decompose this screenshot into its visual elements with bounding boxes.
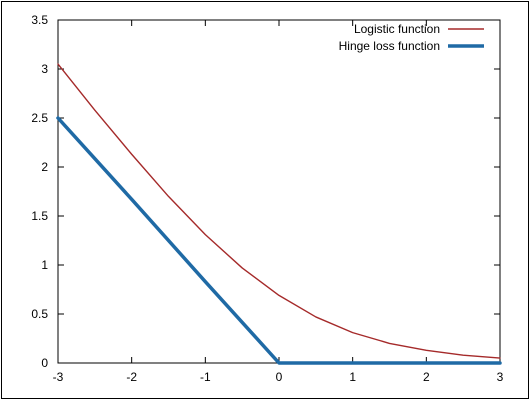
x-tick-label: -2 (126, 370, 137, 384)
axes: -3 -2 -1 0 1 2 3 0 0.5 1 1.5 2 2.5 3 3.5 (31, 13, 503, 384)
y-tick-label: 1.5 (31, 209, 48, 223)
x-tick-label: -1 (200, 370, 211, 384)
x-tick-label: 2 (423, 370, 430, 384)
y-tick-label: 2 (41, 160, 48, 174)
legend: Logistic function Hinge loss function (339, 22, 484, 53)
x-tick-label: -3 (53, 370, 64, 384)
y-tick-label: 0.5 (31, 307, 48, 321)
x-tick-label: 3 (497, 370, 504, 384)
y-tick-label: 3.5 (31, 13, 48, 27)
y-tick-label: 0 (41, 356, 48, 370)
legend-label: Logistic function (354, 22, 440, 36)
legend-label: Hinge loss function (339, 39, 440, 53)
y-tick-label: 3 (41, 62, 48, 76)
series-layer (56, 63, 502, 365)
y-tick-label: 1 (41, 258, 48, 272)
series-line-hinge-loss-function (56, 116, 502, 365)
x-tick-label: 1 (349, 370, 356, 384)
x-tick-label: 0 (276, 370, 283, 384)
y-tick-label: 2.5 (31, 111, 48, 125)
series-line-logistic-function (57, 63, 501, 359)
